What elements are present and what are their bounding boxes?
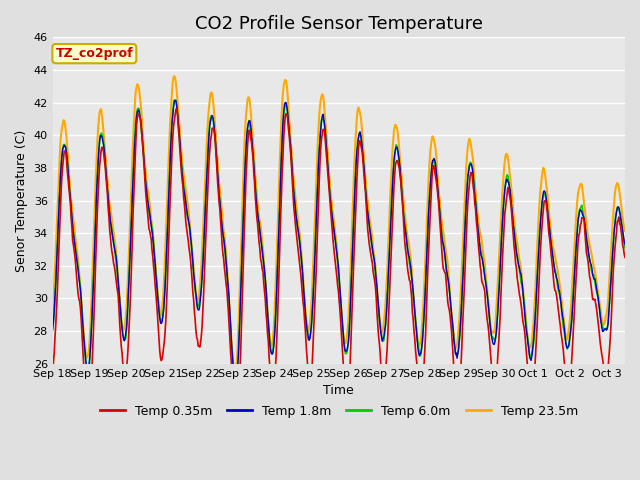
Temp 1.8m xyxy=(461,230,468,236)
Temp 6.0m xyxy=(621,245,629,251)
Temp 23.5m xyxy=(51,267,59,273)
Legend: Temp 0.35m, Temp 1.8m, Temp 6.0m, Temp 23.5m: Temp 0.35m, Temp 1.8m, Temp 6.0m, Temp 2… xyxy=(95,400,583,423)
Temp 0.35m xyxy=(232,420,240,425)
Temp 23.5m xyxy=(294,221,302,227)
Temp 1.8m xyxy=(294,228,302,234)
Temp 0.35m xyxy=(172,106,180,112)
Temp 1.8m xyxy=(475,231,483,237)
Temp 23.5m xyxy=(170,73,178,79)
Y-axis label: Senor Temperature (C): Senor Temperature (C) xyxy=(15,130,28,272)
Temp 23.5m xyxy=(461,196,468,202)
Temp 1.8m xyxy=(316,137,324,143)
Text: TZ_co2prof: TZ_co2prof xyxy=(56,47,133,60)
Temp 0.35m xyxy=(129,219,136,225)
Temp 6.0m xyxy=(316,135,324,141)
Line: Temp 0.35m: Temp 0.35m xyxy=(52,109,625,422)
Temp 23.5m xyxy=(129,146,136,152)
Temp 6.0m xyxy=(129,180,136,185)
Temp 1.8m xyxy=(129,182,136,188)
Temp 6.0m xyxy=(170,97,178,103)
Temp 0.35m xyxy=(621,254,629,260)
Temp 6.0m xyxy=(49,321,56,326)
Temp 0.35m xyxy=(475,245,483,251)
X-axis label: Time: Time xyxy=(323,384,354,397)
Temp 1.8m xyxy=(49,327,56,333)
Temp 6.0m xyxy=(232,378,239,384)
Temp 23.5m xyxy=(475,221,483,227)
Temp 6.0m xyxy=(461,228,468,234)
Temp 6.0m xyxy=(294,231,302,237)
Temp 0.35m xyxy=(51,335,59,340)
Temp 6.0m xyxy=(475,234,483,240)
Temp 6.0m xyxy=(51,298,59,303)
Title: CO2 Profile Sensor Temperature: CO2 Profile Sensor Temperature xyxy=(195,15,483,33)
Line: Temp 6.0m: Temp 6.0m xyxy=(52,100,625,381)
Temp 0.35m xyxy=(316,161,324,167)
Temp 1.8m xyxy=(172,97,179,103)
Temp 0.35m xyxy=(49,364,56,370)
Temp 23.5m xyxy=(49,308,56,313)
Temp 0.35m xyxy=(461,272,468,278)
Temp 1.8m xyxy=(51,296,59,302)
Temp 23.5m xyxy=(316,104,324,109)
Line: Temp 1.8m: Temp 1.8m xyxy=(52,100,625,381)
Temp 1.8m xyxy=(621,241,629,247)
Temp 23.5m xyxy=(232,369,239,374)
Line: Temp 23.5m: Temp 23.5m xyxy=(52,76,625,372)
Temp 0.35m xyxy=(294,250,302,255)
Temp 1.8m xyxy=(232,378,239,384)
Temp 23.5m xyxy=(621,228,629,234)
